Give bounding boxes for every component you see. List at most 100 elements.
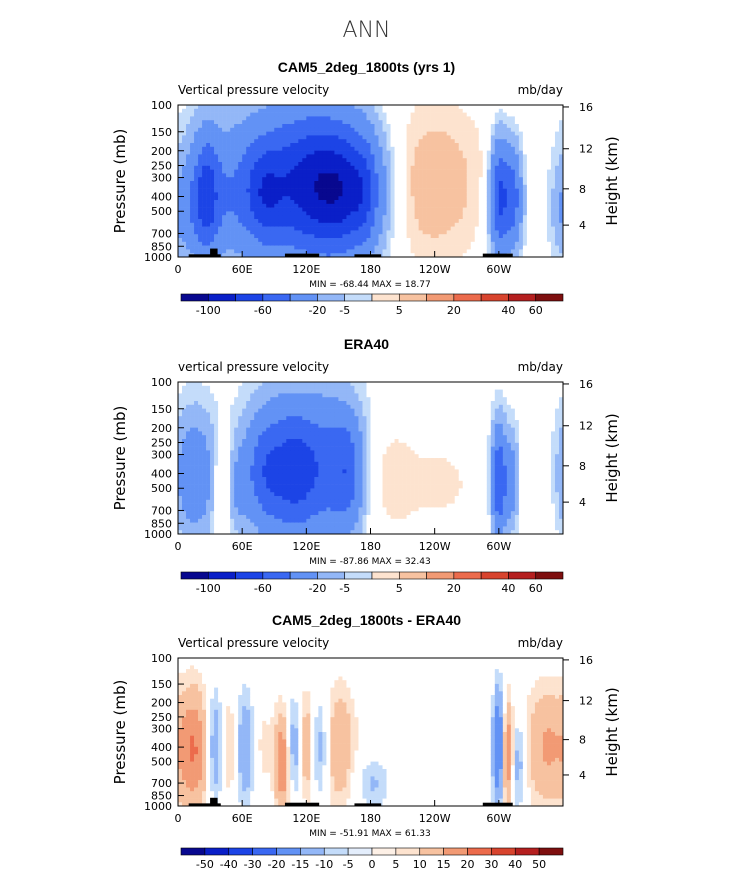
field-cell bbox=[250, 146, 255, 151]
field-cell bbox=[270, 169, 275, 174]
field-cell bbox=[254, 480, 259, 485]
field-cell bbox=[518, 139, 524, 144]
field-cell bbox=[550, 203, 556, 208]
field-cell bbox=[394, 200, 399, 205]
field-cell bbox=[210, 397, 215, 402]
field-cell bbox=[382, 238, 387, 243]
field-cell bbox=[258, 253, 263, 258]
field-cell bbox=[230, 469, 235, 474]
field-cell bbox=[454, 143, 460, 148]
field-cell bbox=[190, 150, 195, 155]
field-cell bbox=[426, 124, 431, 129]
field-cell bbox=[298, 238, 303, 243]
field-cell bbox=[354, 143, 359, 148]
field-cell bbox=[534, 188, 540, 193]
field-cell bbox=[338, 184, 343, 189]
field-cell bbox=[190, 446, 195, 451]
field-cell bbox=[186, 116, 191, 121]
field-cell bbox=[182, 439, 187, 444]
field-cell bbox=[222, 503, 227, 508]
field-cell bbox=[210, 139, 215, 144]
field-cell bbox=[222, 423, 227, 428]
field-cell bbox=[326, 203, 331, 208]
field-cell bbox=[338, 169, 343, 174]
field-cell bbox=[254, 465, 259, 470]
field-cell bbox=[190, 234, 195, 239]
field-cell bbox=[230, 108, 235, 113]
field-cell bbox=[282, 389, 287, 394]
field-cell bbox=[374, 188, 379, 193]
field-cell bbox=[254, 382, 259, 387]
field-cell bbox=[238, 131, 243, 136]
field-cell bbox=[322, 120, 327, 125]
field-cell bbox=[550, 249, 556, 254]
field-cell bbox=[286, 112, 291, 117]
field-cell bbox=[286, 146, 291, 151]
field-cell bbox=[234, 442, 239, 447]
field-cell bbox=[494, 188, 500, 193]
field-cell bbox=[378, 146, 383, 151]
field-cell bbox=[446, 249, 452, 254]
field-cell bbox=[186, 499, 191, 504]
field-cell bbox=[406, 203, 411, 208]
field-cell bbox=[226, 173, 231, 178]
field-cell bbox=[198, 484, 203, 489]
field-cell bbox=[198, 530, 203, 535]
field-cell bbox=[266, 127, 271, 132]
field-cell bbox=[210, 222, 215, 227]
field-cell bbox=[202, 181, 207, 186]
field-cell bbox=[294, 230, 299, 235]
field-cell bbox=[258, 238, 263, 243]
field-cell bbox=[418, 200, 423, 205]
field-cell bbox=[434, 219, 439, 224]
field-cell bbox=[286, 143, 291, 148]
field-cell bbox=[198, 127, 203, 132]
field-cell bbox=[446, 230, 452, 235]
field-cell bbox=[398, 226, 403, 231]
field-cell bbox=[358, 154, 363, 159]
field-cell bbox=[442, 230, 447, 235]
field-cell bbox=[446, 234, 452, 239]
field-cell bbox=[558, 116, 564, 121]
field-cell bbox=[230, 382, 235, 387]
field-cell bbox=[218, 480, 223, 485]
field-cell bbox=[234, 385, 239, 390]
field-cell bbox=[362, 238, 367, 243]
field-cell bbox=[226, 526, 231, 531]
field-cell bbox=[530, 177, 536, 182]
field-cell bbox=[246, 503, 251, 508]
field-cell bbox=[354, 173, 359, 178]
field-cell bbox=[238, 393, 243, 398]
field-cell bbox=[250, 477, 255, 482]
field-cell bbox=[410, 177, 415, 182]
field-cell bbox=[354, 200, 359, 205]
field-cell bbox=[334, 105, 339, 110]
field-cell bbox=[494, 207, 500, 212]
field-cell bbox=[222, 397, 227, 402]
field-cell bbox=[398, 188, 403, 193]
field-cell bbox=[178, 385, 183, 390]
field-cell bbox=[282, 154, 287, 159]
field-cell bbox=[450, 238, 456, 243]
field-cell bbox=[470, 181, 476, 186]
field-cell bbox=[510, 253, 516, 258]
field-cell bbox=[182, 200, 187, 205]
field-cell bbox=[214, 499, 219, 504]
field-cell bbox=[494, 158, 500, 163]
field-cell bbox=[250, 511, 255, 516]
field-cell bbox=[330, 215, 335, 220]
field-cell bbox=[206, 389, 211, 394]
field-cell bbox=[398, 112, 403, 117]
field-cell bbox=[266, 241, 271, 246]
field-cell bbox=[306, 234, 311, 239]
field-cell bbox=[514, 192, 520, 197]
field-cell bbox=[486, 230, 492, 235]
field-cell bbox=[538, 245, 544, 250]
field-cell bbox=[530, 135, 536, 140]
field-cell bbox=[186, 112, 191, 117]
field-cell bbox=[322, 215, 327, 220]
field-cell bbox=[502, 177, 508, 182]
field-cell bbox=[246, 427, 251, 432]
field-cell bbox=[214, 412, 219, 417]
field-cell bbox=[386, 169, 391, 174]
